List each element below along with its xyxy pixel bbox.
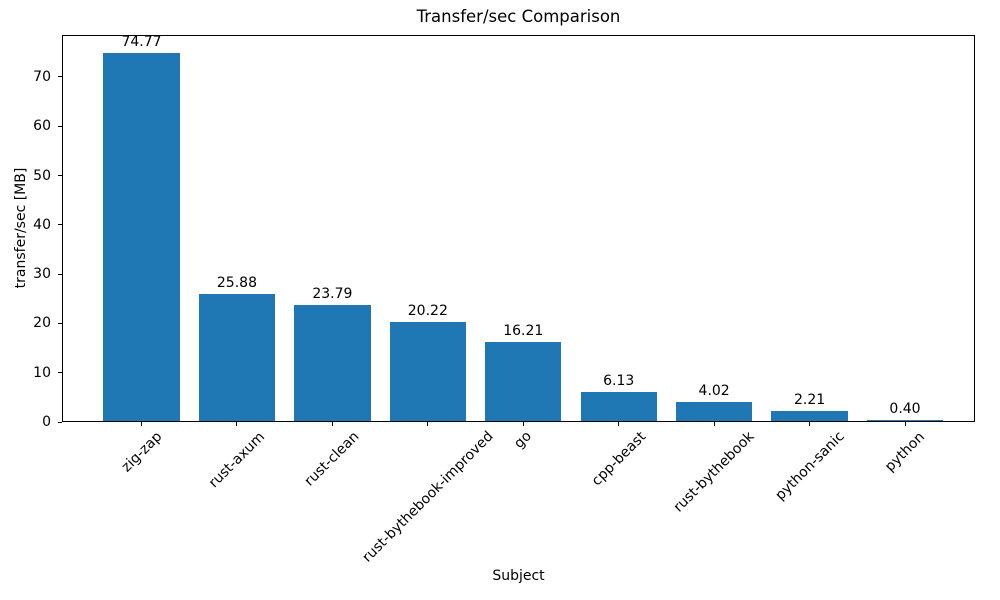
x-tick-mark xyxy=(904,422,906,426)
y-tick-mark xyxy=(58,322,62,324)
x-tick-mark xyxy=(522,422,524,426)
bar-value-label: 20.22 xyxy=(407,303,448,320)
y-tick-label: 50 xyxy=(33,167,51,184)
bar xyxy=(294,304,371,422)
x-tick-mark xyxy=(427,422,429,426)
y-tick-mark xyxy=(58,224,62,226)
y-tick-label: 60 xyxy=(33,118,51,135)
bar-value-label: 23.79 xyxy=(312,285,353,302)
y-tick-mark xyxy=(58,372,62,374)
bar xyxy=(580,391,657,422)
bar xyxy=(389,322,466,422)
x-tick-mark xyxy=(809,422,811,426)
bar xyxy=(771,411,848,422)
y-tick-mark xyxy=(58,421,62,423)
y-tick-label: 10 xyxy=(33,364,51,381)
x-tick-label: zig-zap xyxy=(118,428,165,476)
bar-value-label: 74.77 xyxy=(121,34,162,51)
x-axis-label: Subject xyxy=(492,568,545,584)
x-tick-mark xyxy=(713,422,715,426)
bar-value-label: 16.21 xyxy=(503,323,544,340)
y-tick-mark xyxy=(58,76,62,78)
x-tick-label: go xyxy=(511,428,536,453)
bar-value-label: 25.88 xyxy=(216,275,257,292)
x-tick-label: rust-bythebook-improved xyxy=(359,428,497,566)
x-tick-label: rust-clean xyxy=(301,428,363,490)
bar-value-label: 6.13 xyxy=(603,372,635,389)
bar-value-label: 2.21 xyxy=(793,392,826,409)
x-tick-mark xyxy=(331,422,333,426)
x-tick-label: python-sanic xyxy=(771,428,848,504)
bar xyxy=(103,53,180,422)
bar-value-label: 4.02 xyxy=(698,383,730,400)
y-tick-label: 0 xyxy=(42,414,51,430)
y-tick-mark xyxy=(58,125,62,127)
x-tick-label: rust-axum xyxy=(205,428,268,491)
x-tick-label: rust-bythebook xyxy=(670,428,758,516)
bar xyxy=(198,294,276,422)
x-tick-label: python xyxy=(882,428,928,475)
bar xyxy=(675,402,753,422)
x-tick-mark xyxy=(618,422,620,426)
y-tick-mark xyxy=(58,273,62,275)
x-tick-label: cpp-beast xyxy=(588,428,649,490)
bar xyxy=(485,342,562,422)
x-tick-mark xyxy=(141,422,142,426)
y-tick-label: 20 xyxy=(33,315,51,332)
y-tick-mark xyxy=(58,175,62,177)
chart-title: Transfer/sec Comparison xyxy=(416,7,621,26)
bar-value-label: 0.40 xyxy=(889,401,921,418)
y-tick-label: 30 xyxy=(33,266,51,283)
y-tick-label: 70 xyxy=(33,68,51,85)
x-tick-mark xyxy=(236,422,238,426)
y-tick-label: 40 xyxy=(33,216,51,233)
